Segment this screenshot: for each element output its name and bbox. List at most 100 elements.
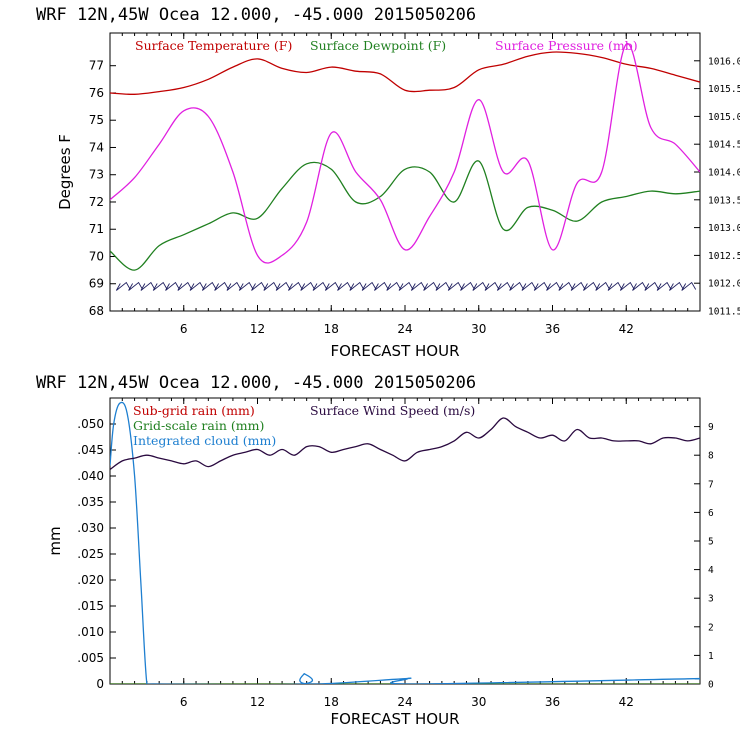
series-line-surface-temperature-f xyxy=(110,51,700,95)
wind-barb xyxy=(533,281,549,291)
y2-tick-label: 1011.5 xyxy=(708,307,740,318)
y2-tick-label: 1 xyxy=(708,651,714,662)
y-tick-label: 68 xyxy=(89,304,104,318)
wind-barb xyxy=(644,281,660,291)
wind-barb xyxy=(140,281,156,291)
y-tick-label: 77 xyxy=(89,59,104,73)
wind-barb xyxy=(423,281,438,291)
wind-barb xyxy=(288,281,303,291)
y2-tick-label: 1012.5 xyxy=(708,251,740,262)
x-axis-label: FORECAST HOUR xyxy=(330,342,459,360)
wind-barb xyxy=(472,281,488,291)
wind-barb xyxy=(509,281,524,291)
x-tick-label: 6 xyxy=(180,695,188,709)
y-tick-label: .040 xyxy=(77,469,104,483)
series-line-surface-dewpoint-f xyxy=(110,160,700,271)
y2-tick-label: 1016.0 xyxy=(708,56,740,67)
wind-barb xyxy=(165,281,180,291)
y-tick-label: 73 xyxy=(89,168,104,182)
y-axis-label: Degrees F xyxy=(56,134,74,210)
wind-barb xyxy=(374,281,389,291)
wind-barb xyxy=(128,281,143,291)
wind-barb xyxy=(583,281,598,291)
y2-tick-label: 1014.5 xyxy=(708,140,740,151)
x-tick-label: 36 xyxy=(545,322,560,336)
series-line-surface-wind-speed-m-s xyxy=(110,417,700,471)
panel-2: WRF 12N,45W Ocea 12.000, -45.000 2015050… xyxy=(36,373,714,728)
y2-tick-label: 0 xyxy=(708,680,714,691)
chart-title: WRF 12N,45W Ocea 12.000, -45.000 2015050… xyxy=(36,5,476,25)
x-tick-label: 18 xyxy=(324,322,339,336)
y-axis-label: mm xyxy=(46,526,64,555)
legend-entry: Surface Dewpoint (F) xyxy=(310,38,446,53)
series-line-surface-pressure-mb xyxy=(110,43,700,264)
wind-barb xyxy=(558,281,574,291)
x-axis-label: FORECAST HOUR xyxy=(330,710,459,728)
wind-barb xyxy=(607,281,623,291)
x-tick-label: 18 xyxy=(324,695,339,709)
y-tick-label: 74 xyxy=(89,140,104,154)
y-tick-label: .035 xyxy=(77,495,104,509)
wind-barb xyxy=(214,281,229,291)
wind-barb xyxy=(435,281,451,291)
wind-barb xyxy=(275,281,291,291)
x-tick-label: 12 xyxy=(250,695,265,709)
y2-tick-label: 1015.0 xyxy=(708,112,740,123)
x-tick-label: 30 xyxy=(471,322,486,336)
y-tick-label: .045 xyxy=(77,443,104,457)
x-tick-label: 42 xyxy=(619,695,634,709)
wind-barb xyxy=(201,281,217,291)
y-tick-label: .050 xyxy=(77,417,104,431)
y-tick-label: 72 xyxy=(89,195,104,209)
wind-barb xyxy=(300,281,316,291)
y-tick-label: .010 xyxy=(77,625,104,639)
wind-barb xyxy=(669,281,684,291)
y-tick-label: .020 xyxy=(77,573,104,587)
x-tick-label: 12 xyxy=(250,322,265,336)
y-tick-label: 75 xyxy=(89,113,104,127)
wind-barb xyxy=(484,281,500,291)
wind-barb xyxy=(386,281,402,291)
wind-barb xyxy=(398,281,414,291)
x-tick-label: 36 xyxy=(545,695,560,709)
chart-title: WRF 12N,45W Ocea 12.000, -45.000 2015050… xyxy=(36,373,476,393)
legend-entry: Integrated cloud (mm) xyxy=(133,433,276,448)
wind-barb xyxy=(632,281,647,291)
legend-entry: Surface Pressure (mb) xyxy=(495,38,638,53)
wind-barb-row xyxy=(115,281,697,291)
wind-barb xyxy=(189,281,205,291)
y2-tick-label: 6 xyxy=(708,508,714,519)
wind-barb xyxy=(312,281,328,291)
series-line-integrated-cloud-mm xyxy=(110,401,700,684)
y-tick-label: 69 xyxy=(89,277,104,291)
wind-barb xyxy=(152,281,168,291)
wind-barb xyxy=(521,281,537,291)
legend-entry: Surface Wind Speed (m/s) xyxy=(310,403,475,418)
y2-tick-label: 1013.5 xyxy=(708,195,740,206)
y2-tick-label: 8 xyxy=(708,451,714,462)
y2-tick-label: 9 xyxy=(708,422,714,433)
plot-frame xyxy=(109,32,701,312)
wind-barb xyxy=(570,281,586,291)
x-tick-label: 24 xyxy=(397,322,412,336)
y-tick-label: .025 xyxy=(77,547,104,561)
x-tick-label: 6 xyxy=(180,322,188,336)
y-tick-label: .005 xyxy=(77,651,104,665)
legend-entry: Sub-grid rain (mm) xyxy=(133,403,255,418)
wind-barb xyxy=(337,281,352,291)
wind-barb xyxy=(447,281,463,291)
y-tick-label: 71 xyxy=(89,222,104,236)
legend-entry: Surface Temperature (F) xyxy=(135,38,292,53)
y-tick-label: 70 xyxy=(89,249,104,263)
wind-barb xyxy=(251,281,266,291)
y2-tick-label: 3 xyxy=(708,594,714,605)
wind-barb xyxy=(619,281,635,291)
y2-tick-label: 1014.0 xyxy=(708,168,740,179)
wind-barb xyxy=(115,281,131,291)
wind-barb xyxy=(361,281,377,291)
y2-tick-label: 1015.5 xyxy=(708,84,740,95)
y2-tick-label: 5 xyxy=(708,537,714,548)
x-tick-label: 30 xyxy=(471,695,486,709)
wind-barb xyxy=(263,281,279,291)
